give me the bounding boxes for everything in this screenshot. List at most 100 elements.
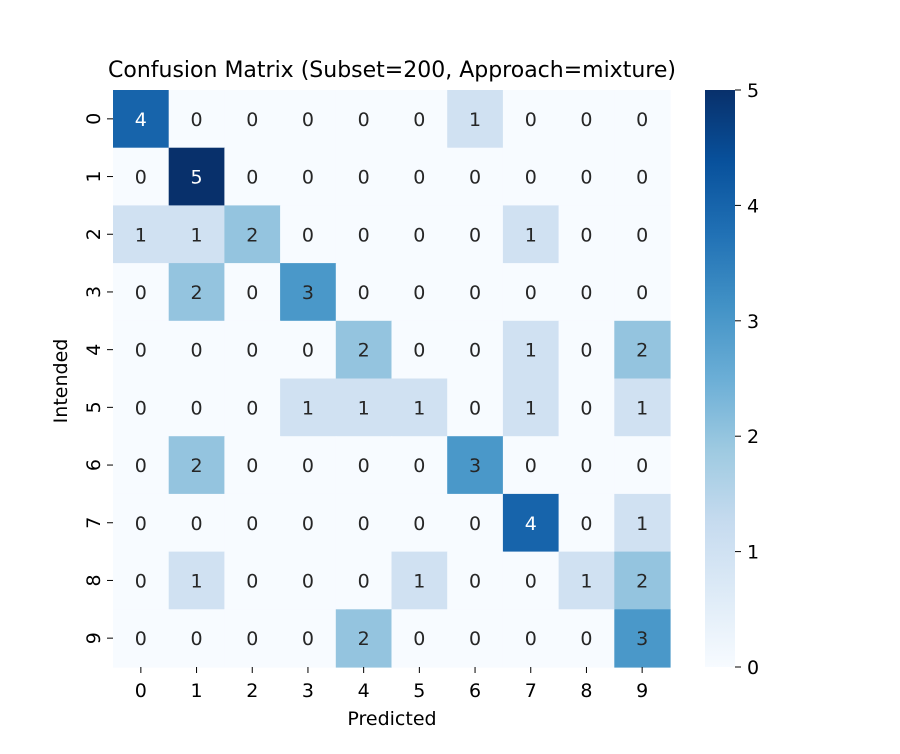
heatmap-cell [614,205,671,264]
cell-value-label: 0 [413,109,425,131]
cell-value-label: 0 [525,109,537,131]
heatmap-cell [502,320,560,380]
heatmap-cell [391,320,448,380]
cell-value-label: 0 [358,224,370,246]
cell-value-label: 0 [413,628,425,650]
cell-value-label: 0 [358,109,370,131]
heatmap-cell [280,436,337,495]
colorbar-tick-label: 2 [747,426,759,448]
heatmap-cell [447,205,504,264]
x-tick-label: 0 [135,680,147,702]
cell-value-label: 2 [358,340,370,362]
cell-value-label: 0 [469,282,481,304]
cell-value-label: 4 [525,513,537,535]
cell-value-label: 0 [135,513,147,535]
cell-value-label: 0 [636,224,648,246]
cell-value-label: 0 [525,455,537,477]
heatmap-cell [113,320,170,380]
x-tick-label: 5 [413,680,425,702]
cell-value-label: 0 [135,455,147,477]
heatmap-cell [614,263,671,322]
heatmap-cell [335,90,393,149]
cell-value-label: 0 [525,570,537,592]
heatmap-cell [280,90,337,149]
cell-value-label: 4 [135,109,147,131]
heatmap-cell [558,320,615,380]
colorbar-tick-label: 5 [747,80,759,102]
heatmap-cell [447,378,504,437]
heatmap-cell [558,609,615,668]
x-axis-ticks: 0 1 2 3 4 5 6 7 8 9 [135,667,648,702]
cell-value-label: 0 [302,340,314,362]
y-tick-label: 6 [83,459,105,471]
y-tick-label: 0 [83,113,105,125]
heatmap-cell [335,493,393,553]
y-tick-label: 9 [83,632,105,644]
heatmap-cell [391,205,448,264]
heatmap-cell [113,436,170,495]
cell-value-label: 0 [246,455,258,477]
cell-value-label: 1 [636,513,648,535]
heatmap-cell [558,436,615,495]
heatmap-cell [614,609,671,668]
x-axis-label: Predicted [347,708,436,730]
cell-value-label: 3 [469,455,481,477]
cell-value-label: 0 [246,282,258,304]
heatmap-cell [614,378,671,437]
heatmap-cell [224,263,281,322]
cell-value-label: 0 [358,455,370,477]
cell-value-label: 0 [246,167,258,189]
heatmap-cell [113,205,170,264]
cell-value-label: 0 [413,455,425,477]
heatmap-cell [280,378,337,437]
cell-value-label: 2 [191,282,203,304]
colorbar-tick-label: 1 [747,542,759,564]
cell-value-label: 0 [358,167,370,189]
chart-title: Confusion Matrix (Subset=200, Approach=m… [108,58,676,83]
cell-value-label: 0 [191,397,203,419]
heatmap-cell [614,320,671,380]
colorbar-tick-label: 0 [747,657,759,679]
y-tick-label: 1 [83,171,105,183]
cell-value-label: 2 [246,224,258,246]
x-tick-label: 9 [636,680,648,702]
heatmap-cell [558,90,615,149]
heatmap-cell [502,263,560,322]
y-axis-ticks: 0 1 2 3 4 5 6 7 8 9 [83,113,113,644]
cell-value-label: 0 [358,282,370,304]
heatmap-cell [280,551,337,610]
heatmap-cell [335,551,393,610]
cell-value-label: 0 [358,513,370,535]
cell-value-label: 0 [580,628,592,650]
cell-value-label: 0 [135,397,147,419]
x-tick-label: 1 [191,680,203,702]
heatmap-cell [502,493,560,553]
heatmap-cell [168,436,225,495]
y-tick-label: 3 [83,286,105,298]
cell-value-label: 1 [525,397,537,419]
heatmap-cell [614,493,671,553]
heatmap-cell [280,263,337,322]
heatmap-cell [502,378,560,437]
cell-value-label: 0 [525,167,537,189]
heatmap-cell [113,378,170,437]
heatmap-cell [502,551,560,610]
heatmap-cell [614,551,671,610]
heatmap-cell [447,551,504,610]
cell-value-label: 0 [469,628,481,650]
heatmap-cell [335,205,393,264]
heatmap-cell [558,493,615,553]
cell-value-label: 0 [302,628,314,650]
cell-value-label: 0 [413,282,425,304]
cell-value-label: 0 [191,513,203,535]
cell-value-label: 1 [358,397,370,419]
cell-value-label: 0 [636,455,648,477]
heatmap-cell [614,90,671,149]
heatmap-cell [391,147,448,206]
cell-value-label: 0 [469,340,481,362]
y-tick-label: 8 [83,574,105,586]
heatmap-cell [558,205,615,264]
cell-value-label: 1 [413,570,425,592]
